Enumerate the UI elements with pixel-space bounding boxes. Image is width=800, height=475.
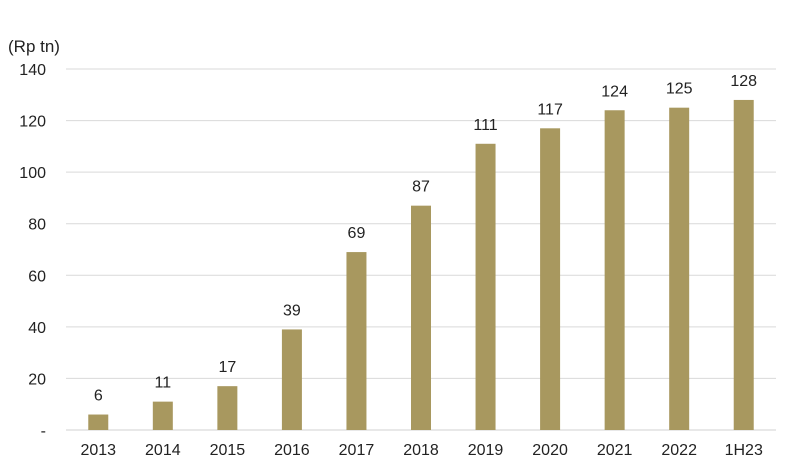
value-label-2017: 69 [348,225,366,242]
x-tick-label-2022: 2022 [661,442,697,459]
x-tick-label-2018: 2018 [403,442,439,459]
bar-2018 [411,205,431,430]
bar-2013 [88,414,109,430]
value-label-2013: 6 [94,388,103,405]
y-axis-ticks: - 20 40 60 80 100 120 140 [19,62,46,440]
value-labels: 6 11 17 39 69 87 111 117 124 125 128 [94,73,757,405]
bar-2017 [346,252,367,430]
y-tick-label: 60 [28,268,46,285]
y-tick-label: 20 [28,371,46,388]
y-tick-label: 140 [19,62,46,79]
y-tick-label: 40 [28,320,46,337]
x-axis-ticks: 2013 2014 2015 2016 2017 2018 2019 2020 2021 2022… [80,442,762,459]
x-tick-label-2017: 2017 [339,442,375,459]
y-tick-label: 120 [19,114,46,131]
value-label-2020: 117 [537,101,563,118]
x-tick-label-2016: 2016 [274,442,310,459]
bar-2019 [475,143,496,430]
bar-2016 [281,329,302,430]
bar-2022 [669,107,690,430]
x-tick-label-2015: 2015 [210,442,246,459]
bar-2015 [217,386,238,430]
y-tick-label: 100 [19,165,46,182]
x-tick-label-2013: 2013 [80,442,116,459]
y-tick-label: - [41,423,46,440]
x-tick-label-2020: 2020 [532,442,568,459]
value-label-2014: 11 [155,375,172,392]
x-tick-label-2014: 2014 [145,442,181,459]
value-label-2021: 124 [601,83,628,100]
value-label-2019: 111 [473,117,497,134]
value-label-2016: 39 [283,302,301,319]
y-axis-unit-label: (Rp tn) [8,37,60,56]
x-tick-label-1H23: 1H23 [725,442,763,459]
bar-2021 [604,110,625,430]
bar-1H23 [733,99,754,430]
y-tick-label: 80 [28,217,46,234]
value-label-2022: 125 [666,81,693,98]
bar-2020 [540,128,561,431]
value-label-2015: 17 [218,359,236,376]
value-label-2018: 87 [412,179,430,196]
value-label-1H23: 128 [730,73,757,90]
x-tick-label-2021: 2021 [597,442,633,459]
bars [88,99,754,431]
x-tick-label-2019: 2019 [468,442,504,459]
bar-2014 [152,401,173,430]
